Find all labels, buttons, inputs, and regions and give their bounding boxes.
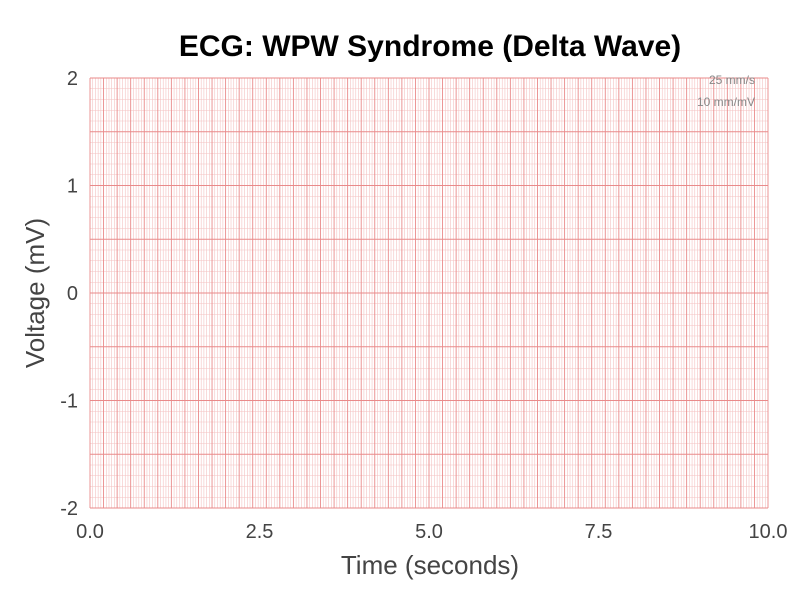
- x-tick-label: 0.0: [76, 521, 104, 543]
- x-axis-label: Time (seconds): [341, 550, 519, 580]
- annotation-gain: 10 mm/mV: [697, 95, 755, 109]
- x-tick-label: 10.0: [749, 521, 788, 543]
- y-tick-label: 1: [67, 176, 78, 198]
- y-tick-label: 0: [67, 283, 78, 305]
- plot-area: [89, 77, 769, 509]
- annotation-paper-speed: 25 mm/s: [709, 73, 755, 87]
- chart-title: ECG: WPW Syndrome (Delta Wave): [179, 30, 681, 63]
- y-tick-label: -1: [60, 391, 78, 413]
- x-tick-label: 7.5: [585, 521, 613, 543]
- grid-major-lines: [89, 77, 769, 509]
- y-tick-label: -2: [60, 498, 78, 520]
- y-axis-ticks: -2 -1 0 1 2: [60, 68, 78, 520]
- x-tick-label: 2.5: [246, 521, 274, 543]
- x-tick-label: 5.0: [415, 521, 443, 543]
- y-axis-label: Voltage (mV): [20, 218, 50, 368]
- annotation-layer: 25 mm/s 10 mm/mV: [697, 73, 755, 109]
- x-axis-ticks: 0.0 2.5 5.0 7.5 10.0: [76, 521, 787, 543]
- y-tick-label: 2: [67, 68, 78, 90]
